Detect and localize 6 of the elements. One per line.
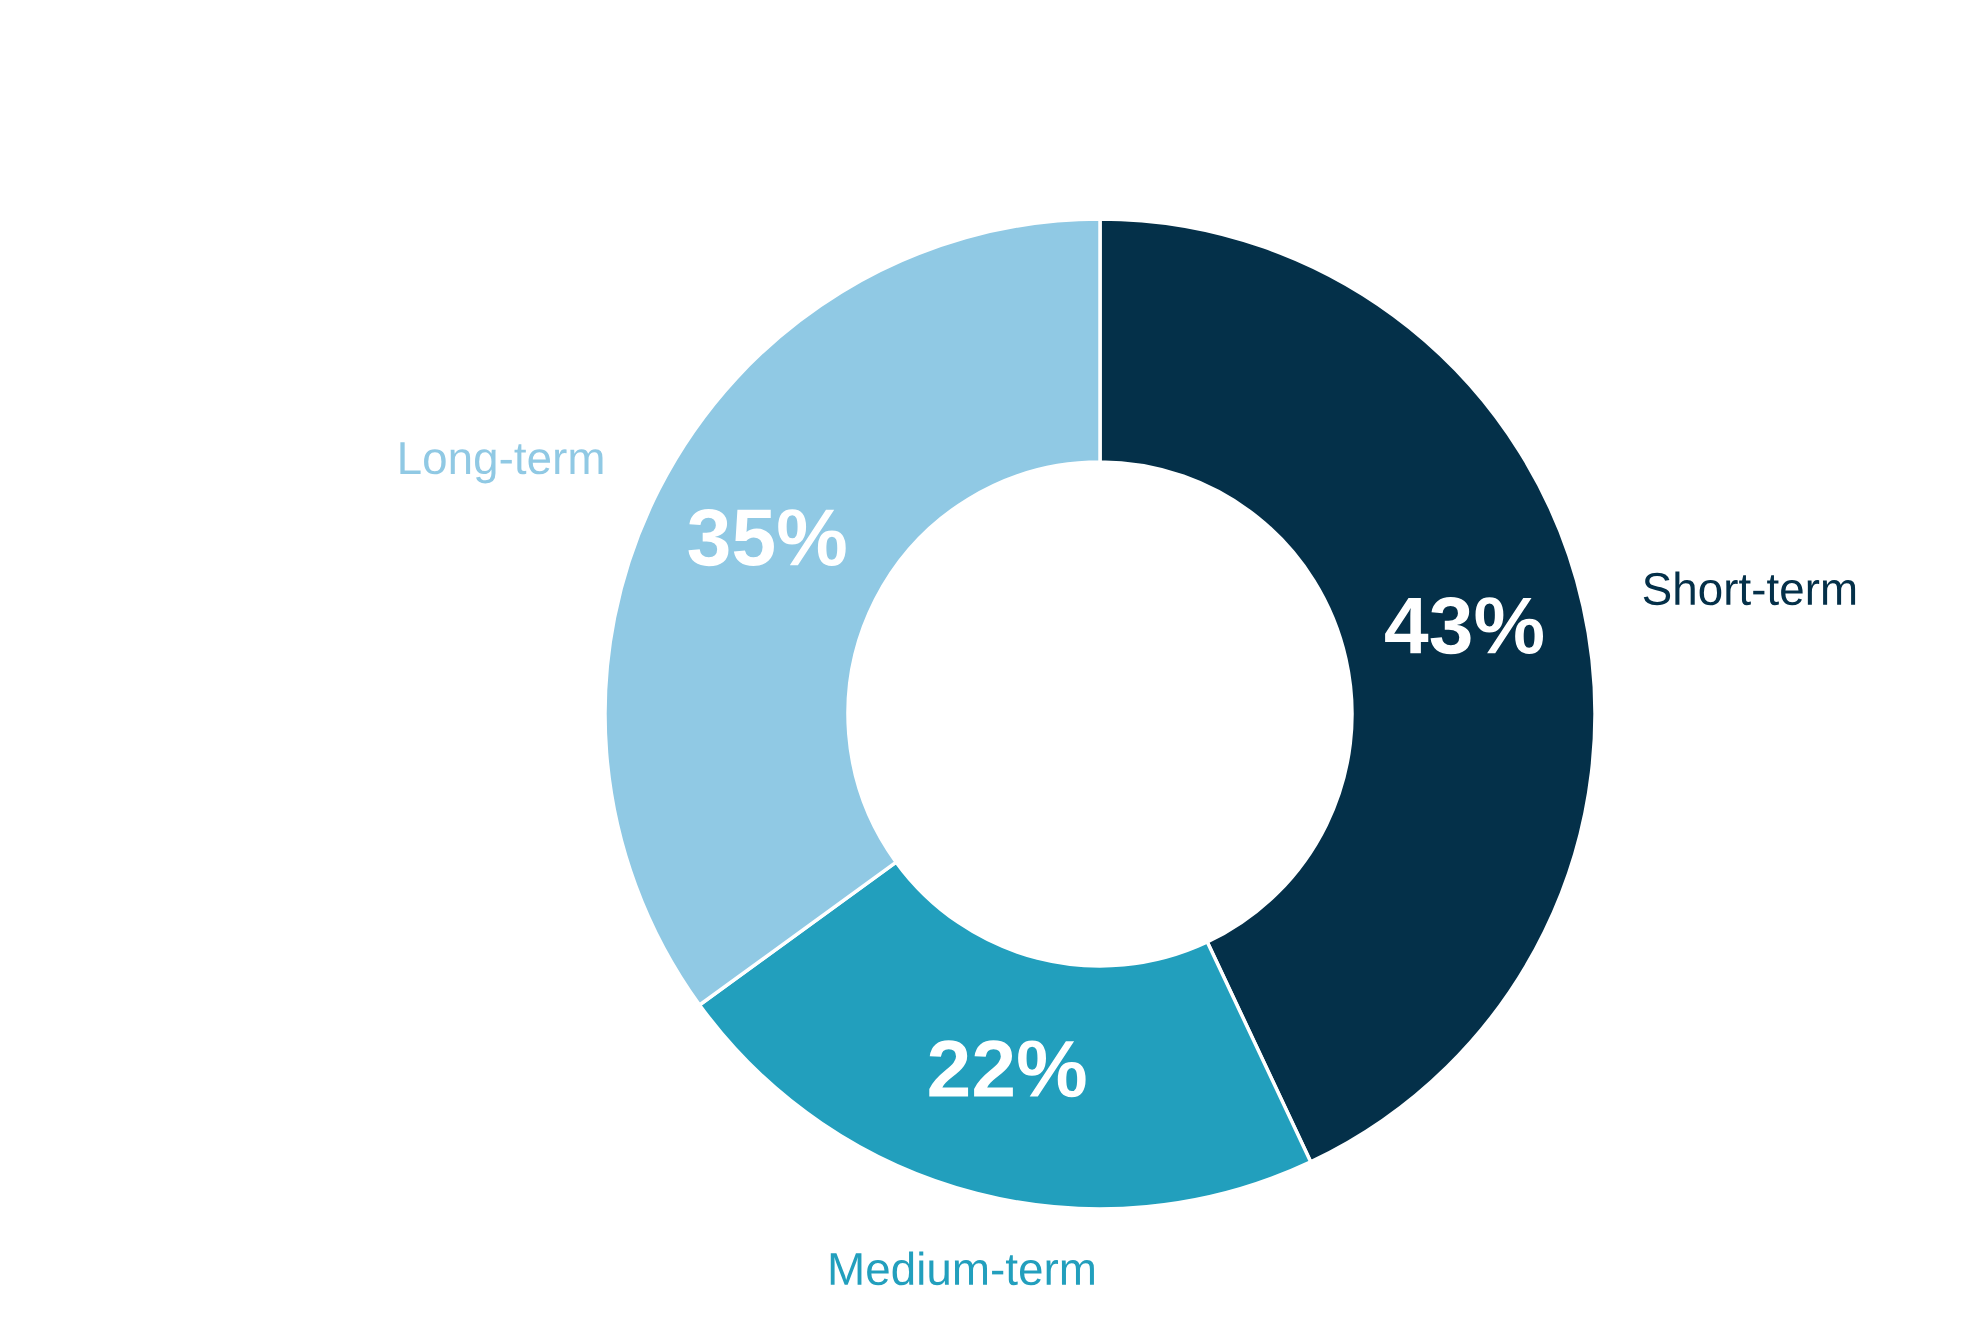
slice-label: Short-term: [1643, 571, 1856, 606]
slice-label: Long-term: [400, 442, 603, 484]
data-label: 22%: [929, 1040, 1086, 1098]
data-label: 43%: [1385, 597, 1543, 655]
data-label: 35%: [688, 509, 846, 567]
slice-label: Medium-term: [830, 1251, 1094, 1286]
